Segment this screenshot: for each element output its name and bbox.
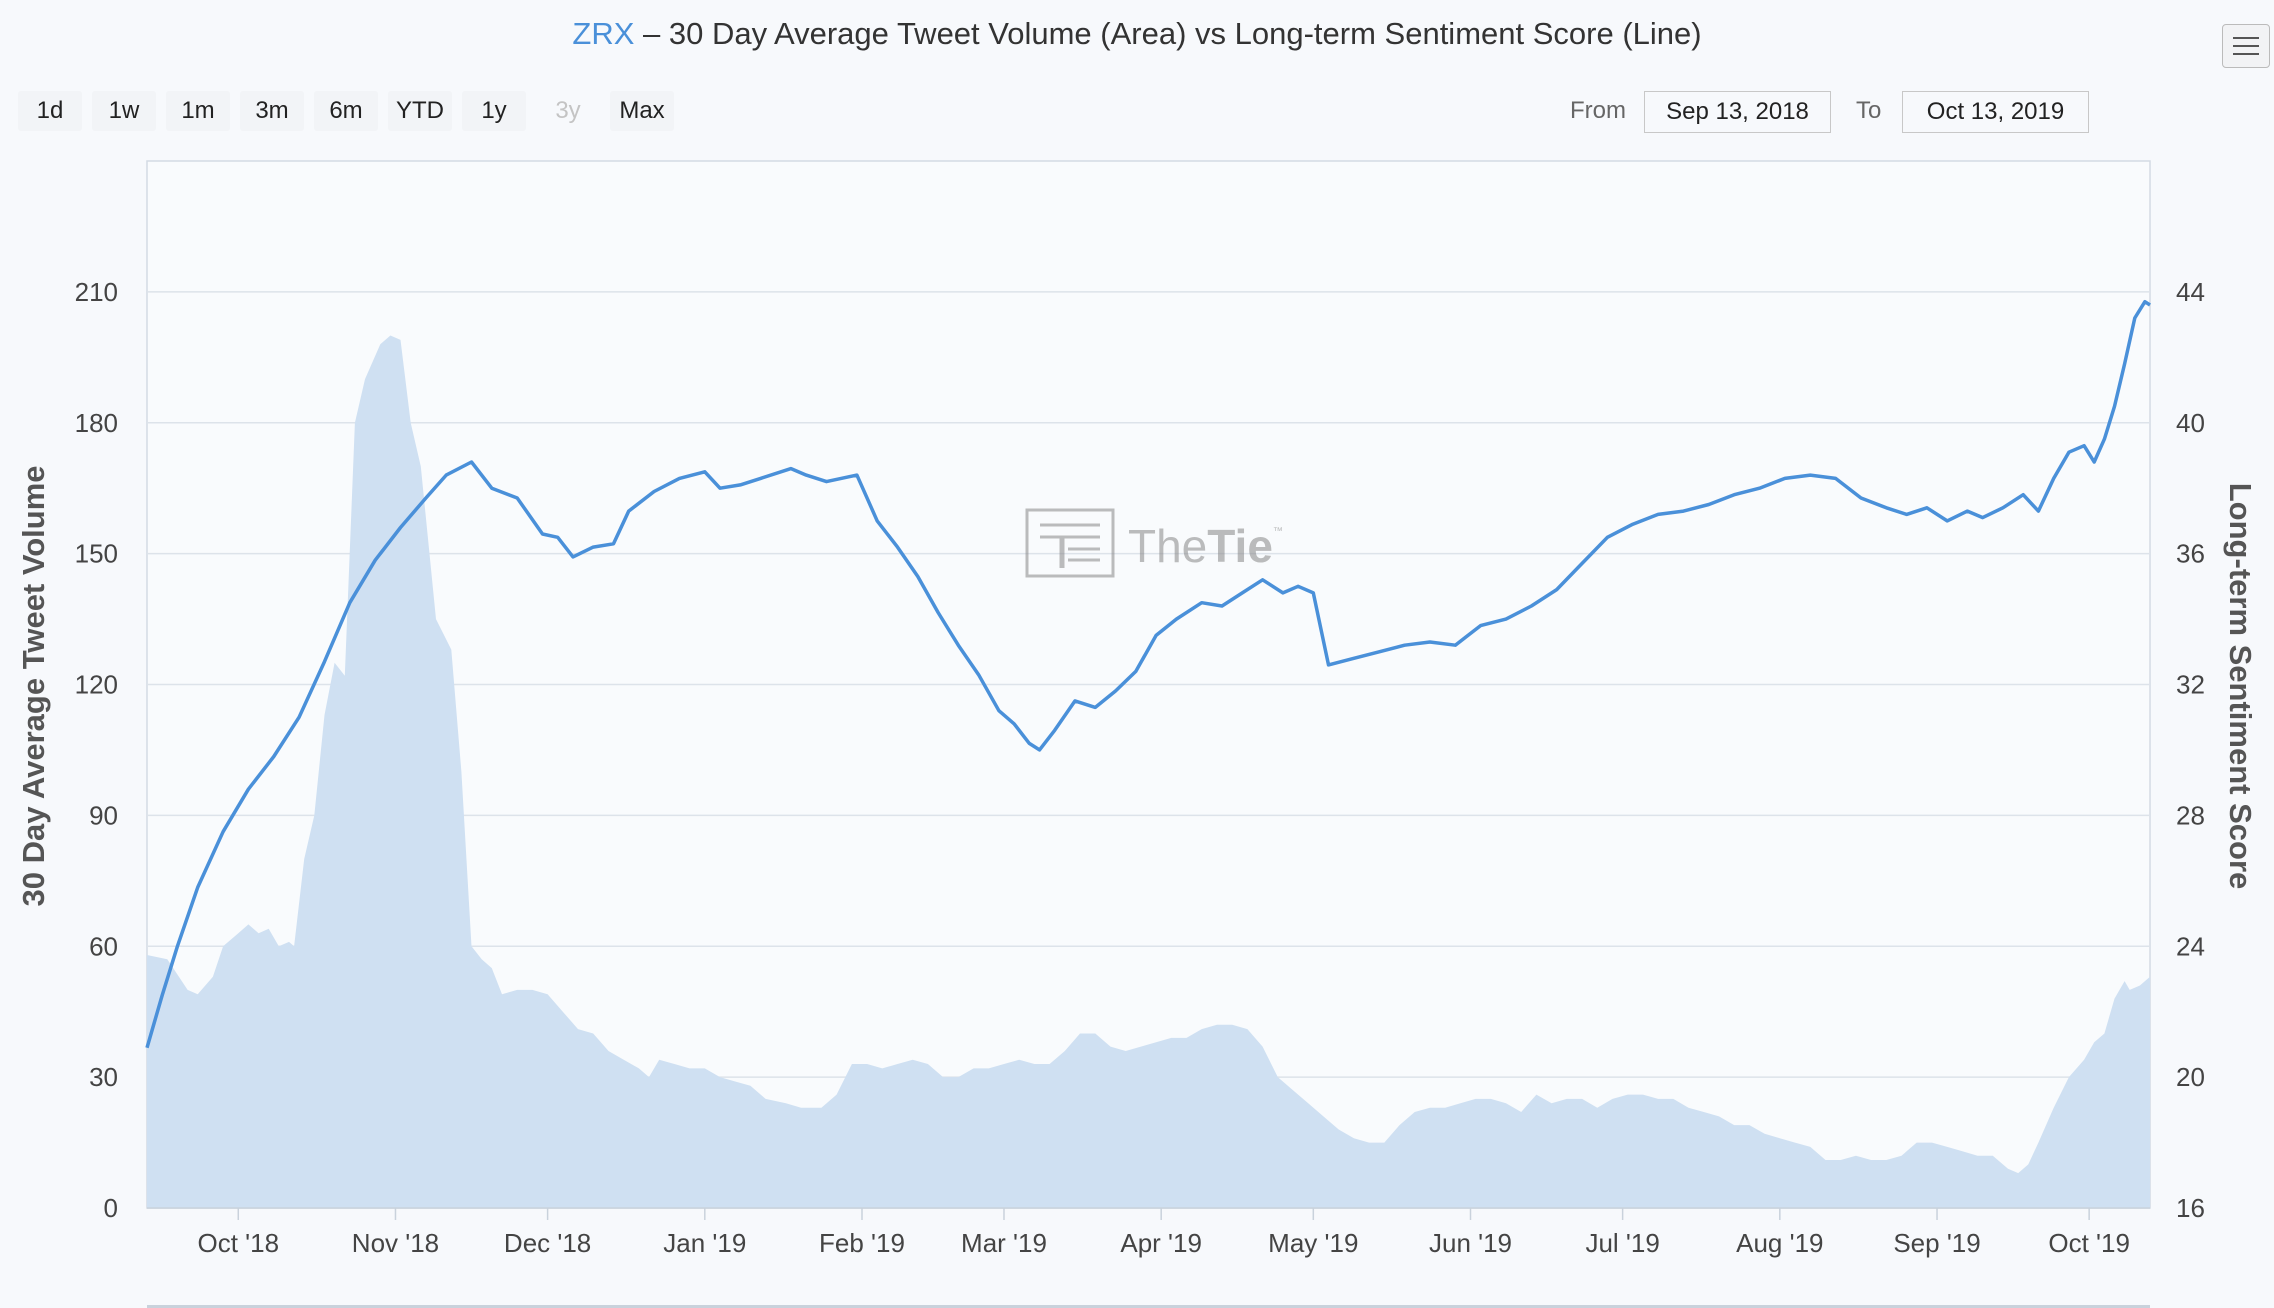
y-left-tick-label: 0 xyxy=(104,1193,118,1223)
range-button-1y[interactable]: 1y xyxy=(462,91,526,131)
range-button-3y: 3y xyxy=(555,97,581,124)
x-tick-label: Oct '18 xyxy=(197,1228,279,1258)
y-left-tick-label: 150 xyxy=(75,539,118,569)
y-axis-left: 0 30 60 90 120 150 180 210 xyxy=(75,277,118,1223)
y-left-tick-label: 30 xyxy=(89,1062,118,1092)
x-tick-label: Sep '19 xyxy=(1893,1228,1980,1258)
y-right-tick-label: 28 xyxy=(2176,800,2205,830)
range-button-max[interactable]: Max xyxy=(610,91,674,131)
to-label: To xyxy=(1856,97,1882,124)
x-axis: Oct '18 Nov '18 Dec '18 Jan '19 Feb '19 Mar '… xyxy=(147,1207,2150,1258)
x-tick-label: Jun '19 xyxy=(1429,1228,1512,1258)
chart-title-symbol: ZRX xyxy=(572,16,635,51)
chart-title: ZRX – 30 Day Average Tweet Volume (Area)… xyxy=(0,16,2274,52)
x-tick-label: Dec '18 xyxy=(504,1228,591,1258)
to-date-input[interactable]: Oct 13, 2019 xyxy=(1902,91,2089,133)
y-right-tick-label: 40 xyxy=(2176,408,2205,438)
x-tick-label: Jul '19 xyxy=(1585,1228,1659,1258)
y-right-tick-label: 20 xyxy=(2176,1062,2205,1092)
navigator-edge xyxy=(147,1305,2150,1308)
y-right-tick-label: 44 xyxy=(2176,277,2205,307)
watermark-text: TheTie™ xyxy=(1128,520,1283,572)
y-axis-right-title: Long-term Sentiment Score xyxy=(2223,483,2258,890)
range-button-1m[interactable]: 1m xyxy=(166,91,230,131)
range-button-1w[interactable]: 1w xyxy=(92,91,156,131)
y-right-tick-label: 16 xyxy=(2176,1193,2205,1223)
y-axis-right: 16 20 24 28 32 36 40 44 xyxy=(2176,277,2205,1223)
x-tick-label: Nov '18 xyxy=(352,1228,439,1258)
x-tick-label: Apr '19 xyxy=(1120,1228,1202,1258)
from-date-input[interactable]: Sep 13, 2018 xyxy=(1644,91,1831,133)
watermark-logo-icon xyxy=(1025,508,1115,578)
from-label: From xyxy=(1570,97,1626,124)
x-tick-label: Feb '19 xyxy=(819,1228,905,1258)
y-axis-left-title: 30 Day Average Tweet Volume xyxy=(16,465,51,906)
sentiment-score-line xyxy=(145,299,2151,1049)
x-tick-label: Aug '19 xyxy=(1736,1228,1823,1258)
watermark: TheTie™ xyxy=(1025,508,1283,578)
range-button-3m[interactable]: 3m xyxy=(240,91,304,131)
range-button-ytd[interactable]: YTD xyxy=(388,91,452,131)
y-left-tick-label: 90 xyxy=(89,800,118,830)
range-button-6m[interactable]: 6m xyxy=(314,91,378,131)
x-tick-label: Jan '19 xyxy=(663,1228,746,1258)
y-left-tick-label: 60 xyxy=(89,931,118,961)
y-right-tick-label: 24 xyxy=(2176,931,2205,961)
x-tick-label: May '19 xyxy=(1268,1228,1358,1258)
chart-title-text: – 30 Day Average Tweet Volume (Area) vs … xyxy=(634,16,1702,51)
x-tick-label: Oct '19 xyxy=(2048,1228,2130,1258)
y-right-tick-label: 36 xyxy=(2176,539,2205,569)
y-left-tick-label: 120 xyxy=(75,670,118,700)
range-button-1d[interactable]: 1d xyxy=(18,91,82,131)
hamburger-menu-icon[interactable] xyxy=(2222,24,2270,68)
y-left-tick-label: 210 xyxy=(75,277,118,307)
y-left-tick-label: 180 xyxy=(75,408,118,438)
y-right-tick-label: 32 xyxy=(2176,670,2205,700)
tweet-volume-area xyxy=(147,335,2150,1208)
x-tick-label: Mar '19 xyxy=(961,1228,1047,1258)
